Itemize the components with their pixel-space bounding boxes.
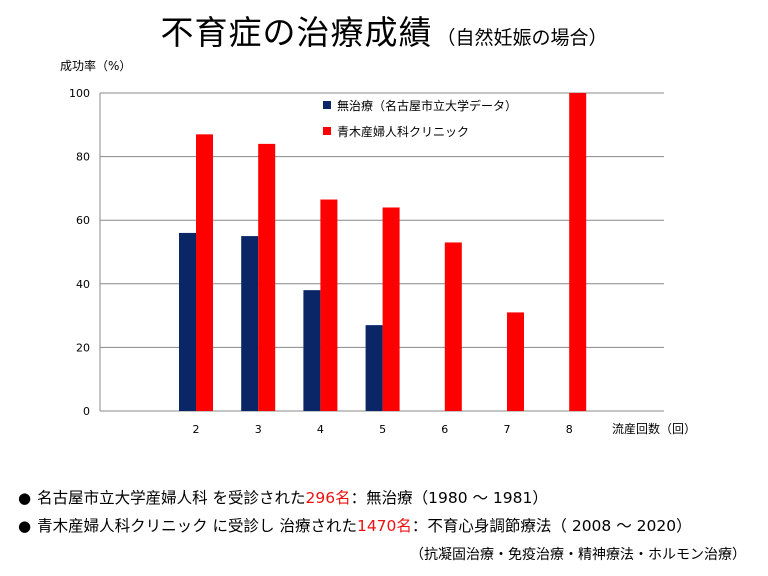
bar-untreated bbox=[241, 236, 259, 411]
y-tick-label: 40 bbox=[76, 278, 90, 291]
note1-count: 296名 bbox=[305, 489, 351, 507]
x-tick-label: 8 bbox=[566, 423, 573, 436]
y-tick-label: 20 bbox=[76, 341, 90, 354]
x-tick-label: 3 bbox=[255, 423, 262, 436]
y-tick-label: 100 bbox=[69, 87, 90, 100]
title-sub: （自然妊娠の場合） bbox=[436, 27, 608, 49]
y-tick-label: 60 bbox=[76, 214, 90, 227]
x-axis-label: 流産回数（回） bbox=[612, 421, 696, 436]
bar-aoki-clinic bbox=[258, 143, 276, 411]
note1-detail: ：無治療（1980 ～ 1981） bbox=[350, 489, 548, 507]
x-tick-label: 5 bbox=[379, 423, 386, 436]
bar-untreated bbox=[179, 232, 196, 411]
bar-aoki-clinic bbox=[382, 207, 400, 411]
bullet-icon: ● bbox=[18, 517, 32, 535]
bar-aoki-clinic bbox=[320, 199, 338, 411]
x-tick-label: 4 bbox=[317, 423, 324, 436]
legend-swatch bbox=[323, 101, 331, 109]
bar-aoki-clinic bbox=[569, 93, 587, 411]
legend-label: 無治療（名古屋市立大学データ） bbox=[337, 98, 517, 113]
bullet-icon: ● bbox=[18, 489, 32, 507]
chart-title: 不育症の治療成績 （自然妊娠の場合） bbox=[0, 6, 768, 54]
bar-untreated bbox=[303, 290, 321, 411]
title-main: 不育症の治療成績 bbox=[160, 13, 433, 52]
y-tick-label: 0 bbox=[83, 405, 90, 418]
x-tick-label: 2 bbox=[193, 423, 200, 436]
bar-chart: 0 20 40 60 80 100 成功率（%） 2 3 4 5 6 7 8 流産回数（回） 無治療（名古屋市… bbox=[60, 58, 696, 436]
note2-detail: ：不育心身調節療法（ 2008 ～ 2020） bbox=[411, 517, 692, 535]
bar-aoki-clinic bbox=[444, 242, 462, 411]
y-tick-label: 80 bbox=[76, 151, 90, 164]
bar-untreated bbox=[365, 325, 383, 411]
note-line-3: （抗凝固治療・免疫治療・精神療法・ホルモン治療） bbox=[410, 547, 746, 563]
legend-swatch bbox=[323, 127, 331, 135]
x-tick-label: 6 bbox=[441, 423, 448, 436]
legend-label: 青木産婦人科クリニック bbox=[337, 124, 469, 139]
note2-count: 1470名 bbox=[356, 517, 412, 535]
y-axis-label: 成功率（%） bbox=[60, 58, 131, 73]
bar-aoki-clinic bbox=[196, 134, 213, 411]
note1-text: 名古屋市立大学産婦人科 を受診された bbox=[37, 489, 306, 507]
note2-text: 青木産婦人科クリニック に受診し 治療された bbox=[37, 517, 357, 535]
note-line-1: ● 名古屋市立大学産婦人科 を受診された296名：無治療（1980 ～ 1981） bbox=[18, 486, 548, 508]
x-tick-label: 7 bbox=[504, 423, 511, 436]
bar-aoki-clinic bbox=[507, 312, 524, 411]
note-line-2: ● 青木産婦人科クリニック に受診し 治療された1470名：不育心身調節療法（ 2… bbox=[18, 514, 692, 536]
